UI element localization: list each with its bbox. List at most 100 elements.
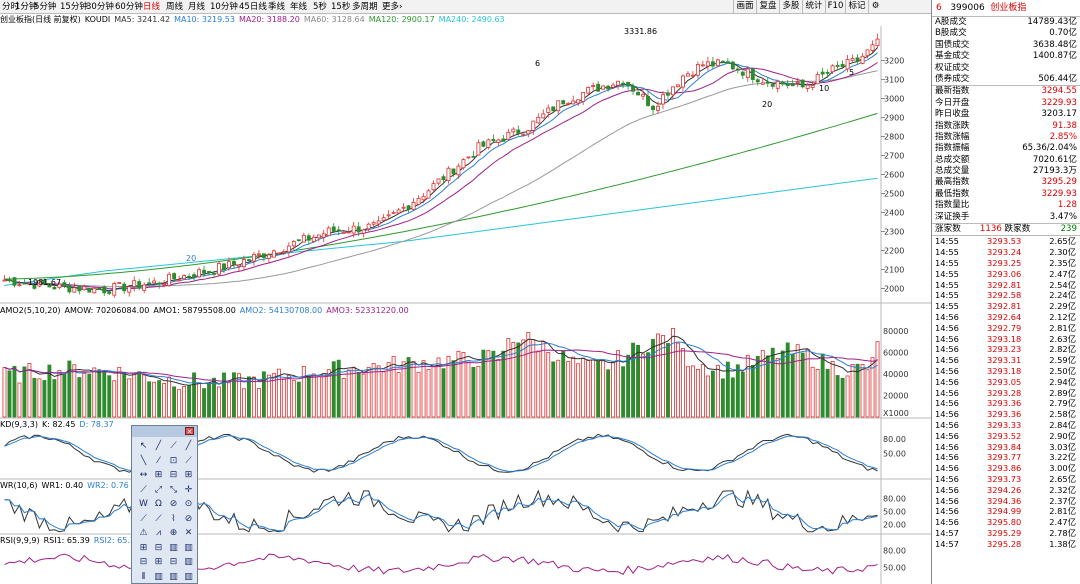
tick-row[interactable]: 14:55 3293.24 2.30亿 — [932, 247, 1080, 258]
draw-tool-icon[interactable]: ▥ — [184, 571, 193, 582]
draw-tool-icon[interactable]: ⟋ — [185, 455, 192, 466]
tick-row[interactable]: 14:56 3293.23 2.82亿 — [932, 344, 1080, 355]
draw-tool-icon[interactable]: ⁄ — [157, 455, 160, 466]
tick-list[interactable]: 14:55 3293.53 2.65亿 14:55 3293.24 2.30亿 14:55 3… — [932, 236, 1080, 549]
period-tab[interactable]: 季线 — [268, 2, 286, 12]
tick-row[interactable]: 14:56 3293.18 2.50亿 — [932, 366, 1080, 377]
period-tab[interactable]: 周线 — [166, 2, 184, 12]
tick-row[interactable]: 14:56 3294.26 2.32亿 — [932, 485, 1080, 496]
draw-tool-icon[interactable]: ↔ — [139, 470, 148, 480]
draw-tool-icon[interactable]: ✕ — [184, 528, 193, 538]
tick-row[interactable]: 14:56 3293.18 2.63亿 — [932, 334, 1080, 345]
draw-tool-icon[interactable]: ╲ — [140, 455, 147, 466]
period-tab[interactable]: 10分钟 — [210, 2, 238, 12]
draw-tool-icon[interactable]: ⟋ — [170, 441, 177, 451]
period-tab[interactable]: 多周期 — [352, 2, 378, 12]
draw-tool-icon[interactable]: ⟋ — [140, 513, 147, 524]
tick-row[interactable]: 14:55 3293.53 2.65亿 — [932, 236, 1080, 247]
tick-row[interactable]: 14:56 3294.99 2.81亿 — [932, 506, 1080, 517]
tick-row[interactable]: 14:55 3292.81 2.29亿 — [932, 301, 1080, 312]
tick-row[interactable]: 14:55 3293.25 2.35亿 — [932, 258, 1080, 269]
draw-tool-icon[interactable]: ↖ — [139, 441, 148, 451]
tick-row[interactable]: 14:57 3295.28 1.38亿 — [932, 539, 1080, 550]
tick-row[interactable]: 14:56 3294.36 2.37亿 — [932, 496, 1080, 507]
draw-tool-icon[interactable]: ⤡ — [169, 484, 178, 495]
draw-tool-icon[interactable]: ⚠ — [139, 528, 148, 538]
statistics-button[interactable]: 统计 — [802, 0, 825, 13]
draw-tool-icon[interactable]: ⟋ — [140, 484, 147, 495]
tick-row[interactable]: 14:55 3292.81 2.54亿 — [932, 280, 1080, 291]
tick-row[interactable]: 14:56 3293.31 2.59亿 — [932, 355, 1080, 366]
quote-row: 指数涨跌 91.38 — [932, 121, 1080, 132]
draw-tool-icon[interactable]: ╱ — [185, 441, 192, 451]
draw-tool-icon[interactable]: ⊟ — [139, 557, 148, 567]
period-tab-more[interactable]: 更多› — [382, 2, 403, 12]
tick-row[interactable]: 14:56 3293.28 2.89亿 — [932, 388, 1080, 399]
tick-row[interactable]: 14:56 3293.84 3.03亿 — [932, 442, 1080, 453]
screen-button[interactable]: 画面 — [733, 0, 756, 13]
draw-tool-icon[interactable]: ⊕ — [169, 528, 178, 538]
chart-canvas[interactable]: 3331.86 1981.67 20 20 10 5 6 3200 3100 3000 2900 2… — [0, 0, 931, 584]
period-tab-active[interactable]: 日线 — [143, 2, 161, 12]
multi-stock-button[interactable]: 多股 — [779, 0, 802, 13]
period-tab[interactable]: 15分钟 — [60, 2, 88, 12]
tick-row[interactable]: 14:56 3293.36 2.79亿 — [932, 398, 1080, 409]
draw-tool-icon[interactable]: ▥ — [169, 542, 178, 553]
draw-tool-icon[interactable]: ▥ — [154, 571, 163, 582]
period-tab[interactable]: 月线 — [188, 2, 206, 12]
draw-tool-icon[interactable]: ✛ — [184, 484, 193, 495]
close-icon[interactable]: ✕ — [185, 427, 194, 436]
draw-tool-icon[interactable]: ⊟ — [154, 542, 163, 553]
draw-tool-icon[interactable]: ⊘ — [169, 499, 178, 509]
period-tab[interactable]: 45日线 — [239, 2, 267, 12]
draw-tool-icon[interactable]: ⊘ — [184, 513, 193, 524]
period-tab[interactable]: 5分钟 — [34, 2, 57, 12]
tick-row[interactable]: 14:56 3293.77 3.22亿 — [932, 452, 1080, 463]
tick-row[interactable]: 14:55 3293.06 2.47亿 — [932, 269, 1080, 280]
draw-tool-icon[interactable]: W — [139, 499, 148, 509]
draw-tool-icon[interactable]: ⊙ — [184, 499, 193, 509]
volume-bar — [875, 341, 880, 418]
period-tab[interactable]: 30分钟 — [86, 2, 114, 12]
tick-row[interactable]: 14:56 3292.79 2.81亿 — [932, 323, 1080, 334]
tick-row[interactable]: 14:56 3293.36 2.58亿 — [932, 409, 1080, 420]
draw-tool-icon[interactable]: ⊡ — [169, 455, 178, 466]
period-tab[interactable]: 5秒 — [313, 2, 327, 12]
draw-tool-icon[interactable]: ⌇ — [171, 513, 176, 524]
draw-tool-icon[interactable]: Ω — [155, 499, 162, 509]
replay-button[interactable]: 复盘 — [756, 0, 779, 13]
tick-row[interactable]: 14:56 3293.52 2.90亿 — [932, 431, 1080, 442]
draw-tool-icon[interactable]: ⊞ — [184, 470, 193, 480]
draw-tool-icon[interactable]: ▥ — [169, 571, 178, 582]
mark-button[interactable]: 标记 — [845, 0, 868, 13]
tick-row[interactable]: 14:57 3295.29 2.78亿 — [932, 528, 1080, 539]
settings-icon[interactable]: ⚙ — [868, 0, 882, 13]
tick-row[interactable]: 14:56 3293.05 2.94亿 — [932, 377, 1080, 388]
tick-row[interactable]: 14:55 3292.58 2.24亿 — [932, 290, 1080, 301]
period-tab[interactable]: 1分钟 — [15, 2, 38, 12]
draw-tool-icon[interactable]: ╱ — [155, 441, 162, 451]
draw-tool-icon[interactable]: ⤢ — [154, 484, 163, 495]
draw-tool-icon[interactable]: ▥ — [184, 557, 193, 567]
period-tab[interactable]: 分时 — [2, 2, 20, 12]
tick-row[interactable]: 14:56 3295.80 2.47亿 — [932, 517, 1080, 528]
drawing-toolbox[interactable]: ✕ ↖ ╱ ⟋ ╱ ╲ ⁄ ⊡ ⟋ ↔ ⊞ ⊟ ⊞ ⟋ ⤢ ⤡ ✛ W Ω ⊘ ⊙ ⟋ ⟋ ⌇ ⊘ ⚠ ⩘ ⊕ ✕ ⊞ ⊟ ▥ ▥ ⊟ ⊞ ⊟ ▥ ⦀ ▥… — [131, 425, 198, 584]
tick-row[interactable]: 14:56 3293.33 2.84亿 — [932, 420, 1080, 431]
draw-tool-icon[interactable]: ⟋ — [155, 513, 162, 524]
tick-row[interactable]: 14:56 3292.64 2.12亿 — [932, 312, 1080, 323]
period-tab[interactable]: 15秒 — [331, 2, 351, 12]
draw-tool-icon[interactable]: ⩘ — [155, 528, 162, 538]
period-tab[interactable]: 60分钟 — [115, 2, 143, 12]
draw-tool-icon[interactable]: ⊞ — [139, 542, 148, 553]
draw-tool-icon[interactable]: ⊞ — [154, 470, 163, 480]
draw-tool-icon[interactable]: ⊞ — [154, 557, 163, 567]
draw-tool-icon[interactable]: ⦀ — [141, 571, 146, 582]
period-tab[interactable]: 年线 — [290, 2, 308, 12]
f10-button[interactable]: F10 — [825, 0, 845, 13]
tick-row[interactable]: 14:56 3293.86 3.00亿 — [932, 463, 1080, 474]
tick-row[interactable]: 14:56 3293.73 2.65亿 — [932, 474, 1080, 485]
draw-tool-icon[interactable]: ▥ — [184, 542, 193, 553]
draw-tool-icon[interactable]: ⊟ — [169, 470, 178, 480]
draw-tool-icon[interactable]: ⊟ — [169, 557, 178, 567]
toolbox-titlebar[interactable]: ✕ — [132, 426, 197, 437]
